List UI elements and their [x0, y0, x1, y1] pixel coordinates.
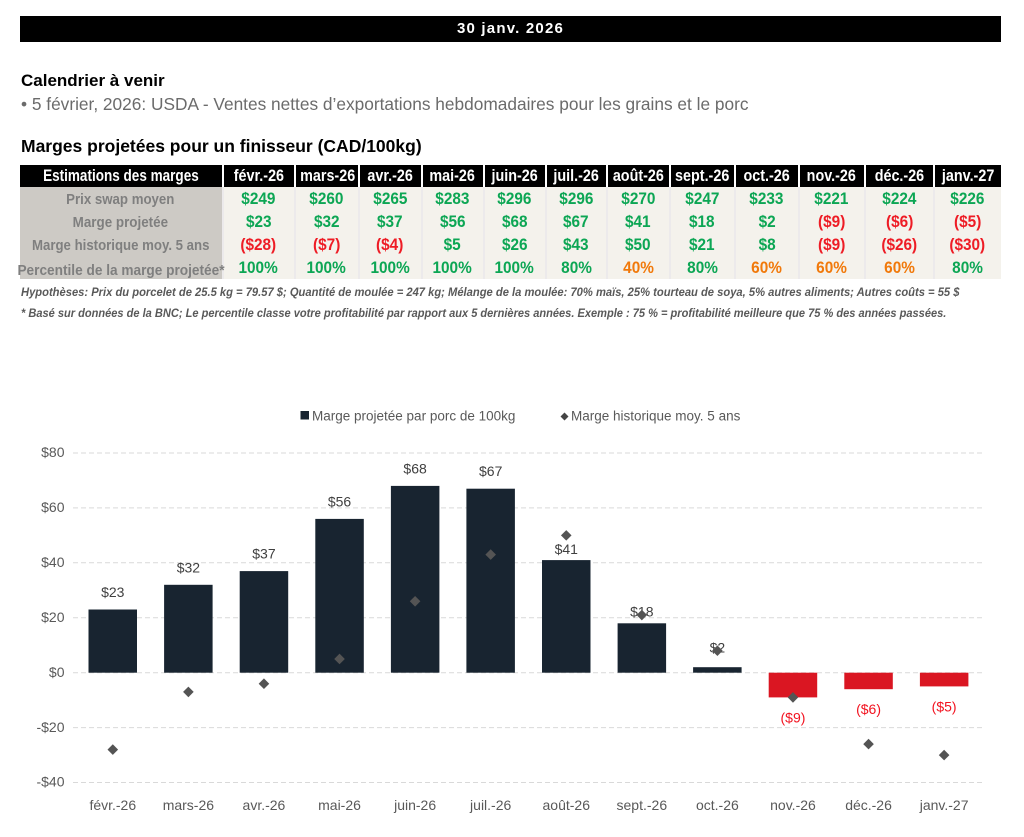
svg-text:-$40: -$40: [36, 774, 64, 790]
svg-text:mars-26: mars-26: [163, 797, 215, 813]
svg-text:($5): ($5): [932, 698, 957, 714]
svg-text:avr.-26: avr.-26: [243, 797, 286, 813]
svg-text:$0: $0: [49, 664, 65, 680]
svg-text:$37: $37: [252, 546, 276, 562]
svg-text:-$20: -$20: [36, 719, 64, 735]
svg-text:$41: $41: [555, 541, 579, 557]
svg-text:$60: $60: [41, 499, 65, 515]
svg-text:oct.-26: oct.-26: [696, 797, 739, 813]
svg-text:$80: $80: [41, 444, 65, 460]
svg-text:juil.-26: juil.-26: [469, 797, 511, 813]
svg-text:déc.-26: déc.-26: [845, 797, 892, 813]
svg-text:sept.-26: sept.-26: [617, 797, 668, 813]
svg-text:Marge projetée par porc de 100: Marge projetée par porc de 100kg: [312, 409, 515, 424]
svg-text:$40: $40: [41, 554, 65, 570]
svg-text:mai-26: mai-26: [318, 797, 361, 813]
svg-text:août-26: août-26: [543, 797, 591, 813]
svg-text:févr.-26: févr.-26: [89, 797, 136, 813]
svg-text:janv.-27: janv.-27: [919, 797, 969, 813]
svg-text:nov.-26: nov.-26: [770, 797, 816, 813]
svg-text:$32: $32: [177, 559, 201, 575]
svg-text:$20: $20: [41, 609, 65, 625]
svg-text:juin-26: juin-26: [393, 797, 436, 813]
svg-text:$67: $67: [479, 463, 503, 479]
svg-text:$68: $68: [403, 460, 427, 476]
svg-text:Marge historique moy. 5 ans: Marge historique moy. 5 ans: [571, 409, 741, 424]
svg-text:($9): ($9): [781, 709, 806, 725]
svg-text:$23: $23: [101, 584, 125, 600]
svg-text:$56: $56: [328, 493, 352, 509]
svg-text:($6): ($6): [856, 701, 881, 717]
